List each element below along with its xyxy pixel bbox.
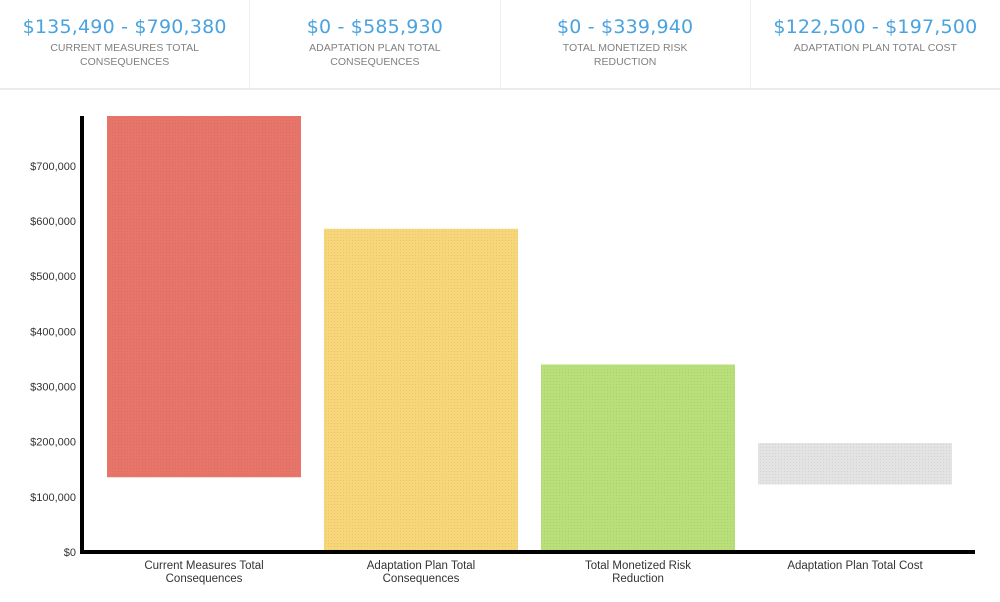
y-tick-label: $100,000 bbox=[30, 492, 76, 504]
bar-texture-2 bbox=[324, 228, 518, 553]
summary-card-plan-cost: $122,500 - $197,500 ADAPTATION PLAN TOTA… bbox=[751, 0, 1000, 88]
y-tick-label: $500,000 bbox=[30, 271, 76, 283]
x-tick-label: Current Measures Total Consequences bbox=[144, 560, 263, 585]
summary-card-adaptation-plan: $0 - $585,930 ADAPTATION PLAN TOTAL CONS… bbox=[250, 0, 501, 88]
x-tick-label: Adaptation Plan Total Consequences bbox=[367, 560, 475, 585]
summary-value: $122,500 - $197,500 bbox=[773, 16, 978, 38]
y-tick-label: $600,000 bbox=[30, 216, 76, 228]
range-bar-chart: $0 $100,000 $200,000 $300,000 $400,000 $500,0… bbox=[30, 116, 975, 585]
y-tick-label: $400,000 bbox=[30, 326, 76, 338]
summary-bar: $135,490 - $790,380 CURRENT MEASURES TOT… bbox=[0, 0, 1000, 90]
y-tick-label: $0 bbox=[64, 547, 76, 559]
summary-label: TOTAL MONETIZED RISK REDUCTION bbox=[562, 42, 688, 68]
y-tick-label: $300,000 bbox=[30, 382, 76, 394]
bar-texture-3 bbox=[541, 364, 735, 552]
summary-value: $0 - $339,940 bbox=[556, 16, 694, 38]
summary-label: ADAPTATION PLAN TOTAL COST bbox=[793, 42, 957, 54]
summary-value: $0 - $585,930 bbox=[306, 16, 444, 38]
y-tick-label: $200,000 bbox=[30, 437, 76, 449]
x-tick-label: Adaptation Plan Total Cost bbox=[787, 560, 923, 572]
bar-texture-4 bbox=[758, 443, 952, 485]
x-tick-label: Total Monetized Risk Reduction bbox=[585, 560, 691, 585]
summary-label: CURRENT MEASURES TOTAL CONSEQUENCES bbox=[50, 42, 199, 68]
summary-card-risk-reduction: $0 - $339,940 TOTAL MONETIZED RISK REDUC… bbox=[501, 0, 751, 88]
summary-label: ADAPTATION PLAN TOTAL CONSEQUENCES bbox=[309, 42, 441, 68]
bar-texture-1 bbox=[107, 116, 301, 478]
summary-card-current-measures: $135,490 - $790,380 CURRENT MEASURES TOT… bbox=[0, 0, 251, 88]
summary-value: $135,490 - $790,380 bbox=[22, 16, 227, 38]
y-tick-label: $700,000 bbox=[30, 161, 76, 173]
